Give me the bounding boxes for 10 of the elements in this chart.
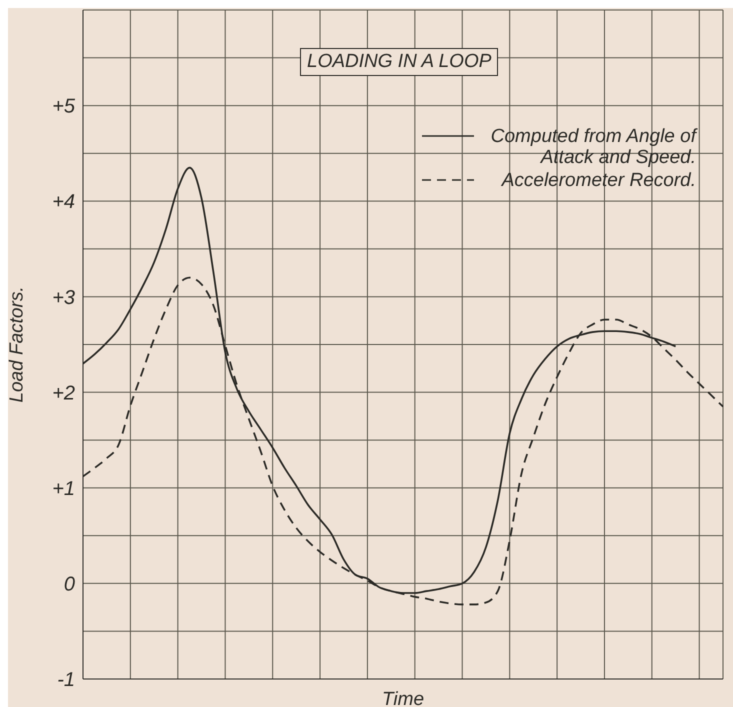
y-tick-label: 0 [64,574,75,596]
y-tick-label: +5 [52,96,76,118]
y-axis-title: Load Factors. [6,286,28,403]
y-tick-label: +1 [52,478,75,500]
text: LOADING IN A LOOP [300,48,498,76]
y-tick-label: +2 [52,382,75,404]
y-tick-label: +3 [52,286,75,309]
y-tick-label: +4 [52,191,75,214]
y-tick-label: -1 [57,669,75,692]
x-axis-title: Time [382,689,424,707]
